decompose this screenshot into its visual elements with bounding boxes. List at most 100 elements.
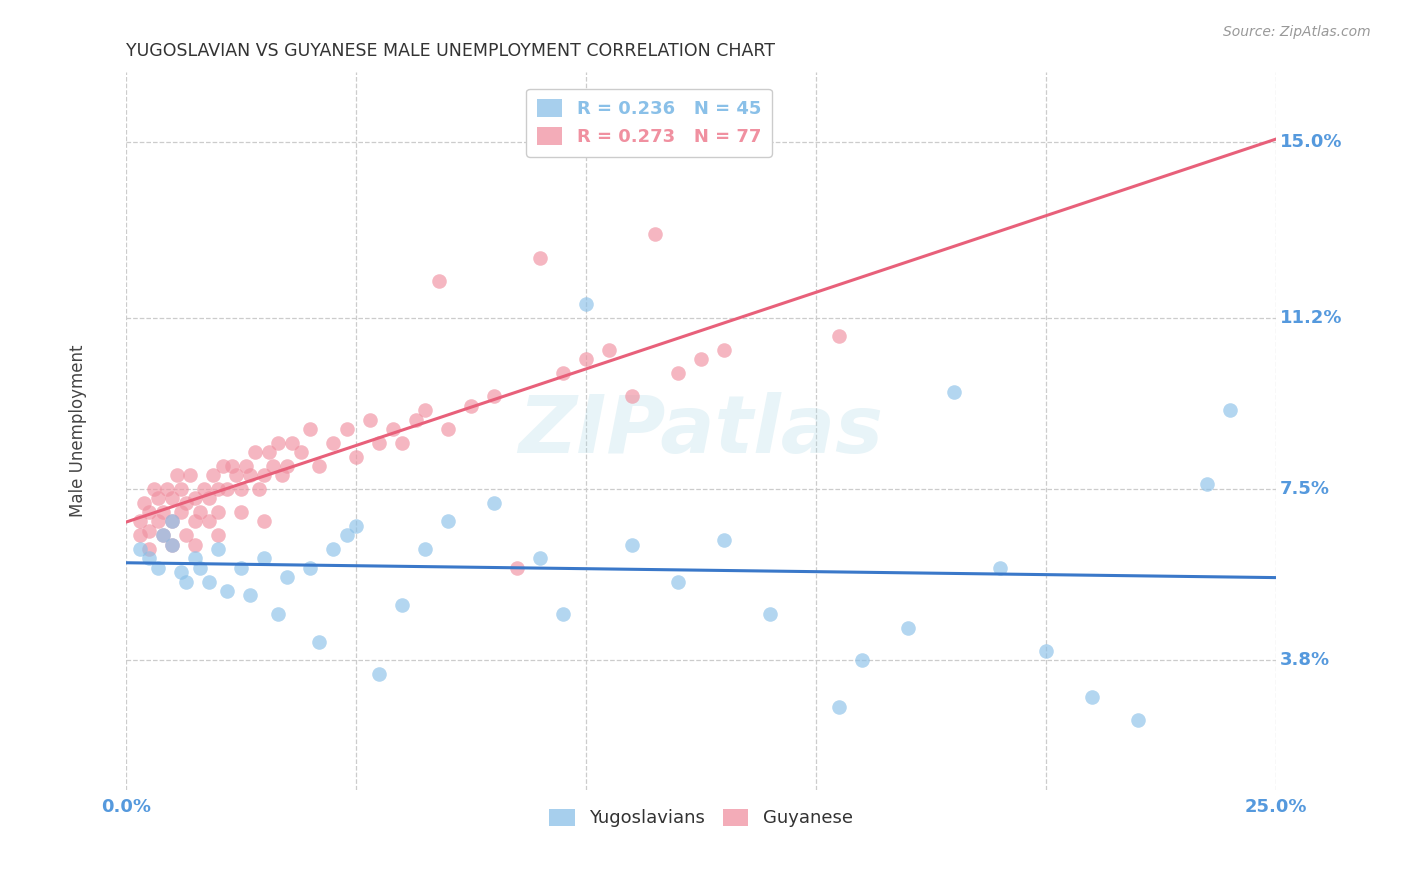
Point (897, 621, 920, 635)
Point (138, 551, 160, 566)
Point (666, 574, 689, 589)
Point (368, 667, 391, 681)
Text: 11.2%: 11.2% (1279, 309, 1341, 326)
Point (828, 699, 851, 714)
Point (276, 570, 298, 584)
Point (160, 491, 183, 506)
Point (235, 458, 257, 473)
Point (271, 468, 294, 483)
Point (359, 412, 381, 426)
Point (298, 422, 321, 436)
Point (253, 468, 276, 483)
Point (690, 352, 713, 367)
Point (943, 384, 966, 399)
Point (575, 297, 598, 311)
Point (437, 422, 460, 436)
Point (160, 538, 183, 552)
Point (1035, 644, 1057, 658)
Point (239, 589, 262, 603)
Point (166, 468, 188, 483)
Point (344, 519, 367, 533)
Point (1126, 714, 1149, 728)
Point (170, 505, 193, 519)
Point (170, 482, 193, 496)
Point (368, 435, 391, 450)
Point (621, 538, 644, 552)
Point (253, 551, 276, 566)
Point (506, 560, 529, 574)
Point (529, 551, 551, 566)
Point (482, 496, 505, 510)
Point (229, 560, 252, 574)
Point (128, 515, 150, 529)
Point (336, 528, 359, 542)
Point (243, 445, 266, 459)
Point (239, 468, 262, 483)
Point (598, 343, 620, 358)
Point (184, 551, 207, 566)
Point (152, 505, 174, 519)
Point (529, 251, 551, 265)
Point (229, 482, 252, 496)
Point (828, 329, 851, 343)
Point (160, 515, 183, 529)
Point (437, 515, 460, 529)
Point (336, 422, 359, 436)
Point (298, 560, 321, 574)
Point (198, 515, 221, 529)
Point (1219, 403, 1241, 417)
Point (207, 528, 229, 542)
Point (138, 505, 160, 519)
Point (322, 542, 344, 557)
Text: 15.0%: 15.0% (1279, 133, 1341, 151)
Point (152, 528, 174, 542)
Point (290, 445, 312, 459)
Point (138, 524, 160, 538)
Point (322, 435, 344, 450)
Point (174, 528, 197, 542)
Point (160, 538, 183, 552)
Point (207, 542, 229, 557)
Point (666, 367, 689, 381)
Point (405, 412, 427, 426)
Point (188, 505, 211, 519)
Point (391, 598, 413, 612)
Point (184, 515, 207, 529)
Point (128, 542, 150, 557)
Legend: Yugoslavians, Guyanese: Yugoslavians, Guyanese (543, 801, 860, 835)
Point (621, 389, 644, 403)
Point (575, 352, 598, 367)
Point (988, 560, 1011, 574)
Point (759, 607, 782, 621)
Point (184, 491, 207, 506)
Text: Male Unemployment: Male Unemployment (69, 345, 87, 517)
Point (128, 528, 150, 542)
Point (229, 505, 252, 519)
Text: 3.8%: 3.8% (1279, 651, 1330, 669)
Point (413, 403, 436, 417)
Point (217, 583, 239, 598)
Point (391, 435, 413, 450)
Text: 7.5%: 7.5% (1279, 480, 1330, 498)
Point (198, 574, 221, 589)
Point (280, 435, 302, 450)
Point (308, 458, 330, 473)
Point (225, 468, 247, 483)
Point (551, 367, 574, 381)
Point (644, 227, 666, 242)
Point (427, 274, 450, 288)
Point (713, 533, 735, 547)
Point (267, 607, 290, 621)
Point (221, 458, 243, 473)
Point (257, 445, 280, 459)
Text: YUGOSLAVIAN VS GUYANESE MALE UNEMPLOYMENT CORRELATION CHART: YUGOSLAVIAN VS GUYANESE MALE UNEMPLOYMEN… (127, 42, 775, 60)
Point (713, 343, 735, 358)
Point (308, 634, 330, 648)
Point (202, 468, 225, 483)
Point (193, 482, 215, 496)
Point (138, 542, 160, 557)
Point (482, 389, 505, 403)
Point (207, 505, 229, 519)
Point (188, 560, 211, 574)
Point (152, 528, 174, 542)
